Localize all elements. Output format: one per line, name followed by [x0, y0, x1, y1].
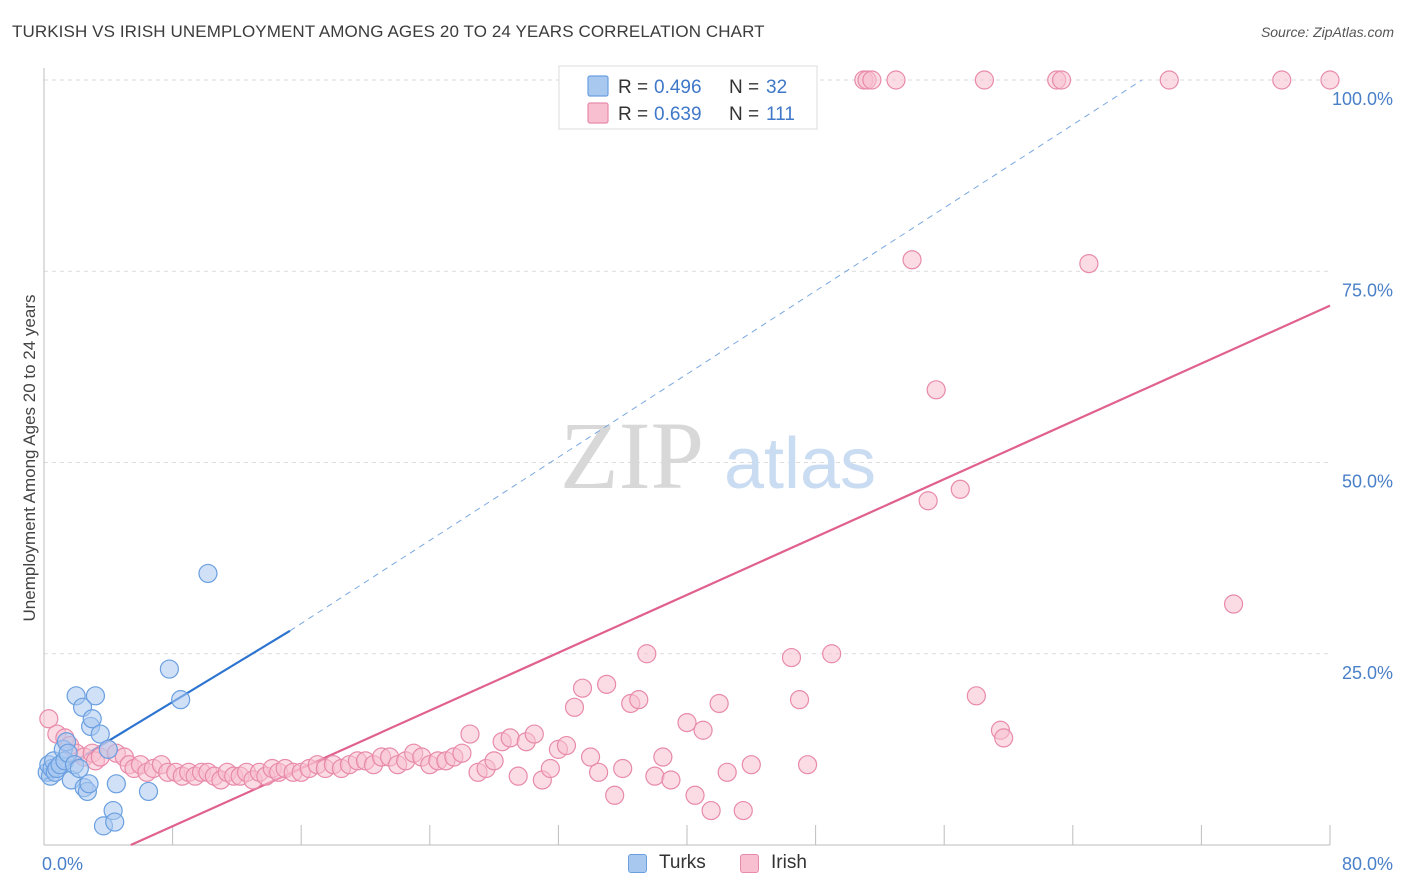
legend-box: R = 0.496 N = 32 R = 0.639 N = 111: [558, 65, 818, 130]
turks-point: [171, 690, 191, 710]
grid-lines: [44, 79, 1330, 655]
x-tick-label: 80.0%: [1342, 854, 1393, 874]
chart-title: TURKISH VS IRISH UNEMPLOYMENT AMONG AGES…: [12, 22, 765, 41]
turks-point: [105, 812, 125, 832]
turks-legend-swatch: [587, 75, 609, 97]
irish-point: [572, 678, 593, 698]
tick-labels: 25.0% 50.0% 75.0% 100.0% 0.0% 80.0% Unemployme…: [20, 89, 1393, 874]
irish-point: [564, 697, 585, 717]
irish-point: [1223, 594, 1244, 614]
irish-point: [966, 686, 986, 706]
irish-point: [556, 735, 577, 756]
irish-point: [645, 766, 665, 786]
irish-point: [540, 758, 560, 779]
x-tick-label: 0.0%: [42, 854, 83, 874]
irish-point: [926, 380, 946, 400]
irish-point: [733, 800, 753, 821]
irish-point: [39, 709, 59, 729]
bottom-legend: Turks Irish: [0, 852, 1406, 878]
legend-r-label: R =: [618, 77, 648, 98]
irish-point: [580, 747, 601, 767]
turks-point: [138, 781, 159, 802]
irish-point: [629, 690, 649, 710]
legend-label-turks: Turks: [659, 852, 706, 873]
irish-point: [588, 762, 609, 782]
irish-point: [677, 712, 697, 733]
irish-point: [597, 674, 617, 694]
irish-point: [950, 479, 970, 499]
irish-point: [822, 644, 842, 664]
turks-point: [90, 724, 110, 744]
legend-n-value: 32: [766, 77, 787, 98]
irish-point: [709, 693, 729, 714]
turks-point: [198, 563, 218, 584]
legend-n-label: N =: [729, 77, 759, 98]
y-tick-label: 25.0%: [1342, 663, 1393, 683]
turks-trend-extension: [289, 79, 1143, 632]
irish-point: [508, 766, 528, 786]
irish-point: [1051, 70, 1072, 90]
irish-point: [637, 644, 657, 664]
legend-n-label: N =: [729, 104, 759, 125]
irish-point: [661, 770, 681, 790]
legend-r-label: R =: [618, 104, 648, 125]
irish-point: [717, 762, 737, 782]
irish-point: [460, 724, 480, 744]
legend-r-value: 0.496: [654, 77, 702, 98]
turks-point: [82, 709, 102, 729]
irish-point: [918, 491, 938, 511]
irish-point: [524, 724, 544, 744]
irish-swatch: [740, 853, 759, 873]
irish-point: [797, 755, 818, 775]
watermark-atlas: atlas: [724, 424, 876, 504]
legend-r-value: 0.639: [654, 104, 702, 125]
irish-point: [653, 747, 673, 767]
watermark: ZIP atlas: [560, 402, 876, 509]
irish-point: [862, 70, 882, 90]
data-points: [37, 70, 1340, 836]
irish-point: [974, 70, 994, 90]
turks-point: [98, 739, 118, 759]
source-label: Source: ZipAtlas.com: [1260, 24, 1394, 40]
irish-point: [902, 250, 922, 270]
irish-point: [685, 785, 705, 805]
irish-point: [781, 647, 802, 668]
legend-item-turks[interactable]: Turks: [628, 852, 706, 874]
irish-trend-line: [130, 304, 1331, 847]
turks-point: [85, 686, 106, 706]
legend-item-irish[interactable]: Irish: [740, 852, 807, 874]
irish-point: [605, 785, 625, 805]
watermark-zip: ZIP: [560, 402, 704, 509]
turks-point: [79, 774, 99, 794]
irish-point: [693, 720, 713, 740]
irish-point: [500, 728, 520, 748]
irish-legend-swatch: [587, 102, 609, 124]
irish-point: [789, 690, 810, 710]
turks-point: [69, 758, 89, 779]
irish-point: [701, 800, 721, 821]
irish-point: [613, 758, 633, 779]
legend-label-irish: Irish: [771, 852, 807, 873]
irish-point: [741, 755, 761, 775]
irish-point: [452, 743, 472, 763]
irish-point: [1159, 70, 1179, 90]
legend-n-value: 111: [766, 104, 795, 125]
y-tick-label: 100.0%: [1332, 89, 1393, 109]
y-axis-title: Unemployment Among Ages 20 to 24 years: [20, 295, 39, 622]
irish-point: [1079, 254, 1099, 274]
y-tick-label: 50.0%: [1342, 472, 1393, 492]
irish-point: [484, 751, 504, 771]
y-tick-label: 75.0%: [1342, 280, 1393, 300]
irish-point: [1320, 70, 1340, 90]
turks-point: [106, 774, 126, 794]
turks-swatch: [628, 853, 647, 873]
irish-point: [1272, 70, 1292, 90]
irish-point: [886, 70, 906, 90]
turks-point: [159, 659, 179, 679]
irish-point: [994, 728, 1014, 748]
